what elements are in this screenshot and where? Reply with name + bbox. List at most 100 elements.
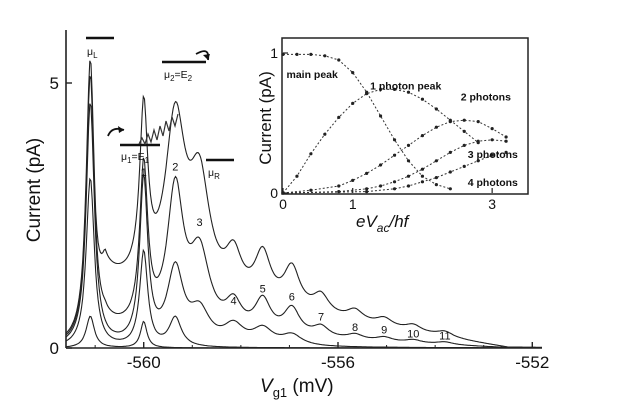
inset-data-point bbox=[392, 180, 397, 184]
arrow-into-dot-icon-head bbox=[118, 126, 124, 133]
inset-series-label: main peak bbox=[286, 69, 338, 81]
inset-data-point bbox=[309, 152, 313, 156]
inset-data-point bbox=[420, 167, 425, 171]
inset-x-tick-label: 3 bbox=[488, 196, 496, 212]
main-series-line-1 bbox=[65, 315, 542, 349]
main-y-tick-label: 0 bbox=[50, 339, 59, 358]
inset-data-point bbox=[337, 58, 341, 62]
inset-y-tick-label: 0 bbox=[270, 185, 278, 201]
inset-data-point bbox=[281, 52, 285, 57]
inset-data-point bbox=[365, 190, 369, 194]
main-y-tick-label: 5 bbox=[50, 74, 59, 93]
mu-L-label: μL bbox=[87, 46, 98, 60]
inset-data-point bbox=[351, 101, 355, 105]
main-x-tick-label: -560 bbox=[127, 353, 161, 372]
peak-label: 4 bbox=[231, 296, 237, 308]
inset-data-point bbox=[379, 163, 383, 167]
inset-data-point bbox=[365, 171, 369, 175]
inset-data-point bbox=[309, 52, 313, 57]
inset-x-title: eVac/hf bbox=[356, 212, 411, 235]
inset-y-title: Current (pA) bbox=[256, 71, 275, 165]
inset-data-point bbox=[462, 164, 466, 168]
inset-data-point bbox=[406, 90, 411, 94]
inset-data-point bbox=[462, 143, 466, 147]
inset-data-point bbox=[490, 138, 494, 142]
inset-data-point bbox=[504, 139, 508, 143]
inset-data-point bbox=[434, 125, 438, 129]
mu-2-label: μ2=E2 bbox=[164, 69, 193, 83]
main-x-tick-label: -556 bbox=[321, 353, 355, 372]
peak-label: 1 bbox=[141, 167, 147, 179]
inset-frame bbox=[281, 37, 529, 195]
inset-data-point bbox=[337, 184, 341, 188]
inset-series-group bbox=[281, 52, 508, 195]
inset-series-line-5 bbox=[282, 151, 507, 194]
peak-label: 11 bbox=[439, 331, 450, 343]
inset-data-point bbox=[365, 187, 369, 191]
inset-data-point bbox=[476, 159, 480, 163]
inset-series-label: 4 photons bbox=[468, 177, 518, 189]
inset-data-point bbox=[351, 178, 355, 182]
energy-schematic: μL μ1=E1 μ2=E2 μR bbox=[86, 36, 234, 181]
inset-data-point bbox=[420, 134, 425, 138]
inset-data-point bbox=[295, 174, 299, 178]
inset-data-point bbox=[448, 120, 452, 124]
inset-x-tick-label: 0 bbox=[279, 196, 287, 212]
main-series-line-4 bbox=[65, 75, 542, 349]
inset-data-point bbox=[420, 180, 425, 184]
inset-data-point bbox=[434, 176, 438, 180]
peak-label: 2 bbox=[172, 161, 178, 173]
peak-label: 6 bbox=[289, 291, 295, 303]
inset-data-point bbox=[504, 135, 508, 139]
inset-data-point bbox=[476, 120, 480, 124]
inset-data-point bbox=[406, 174, 411, 178]
inset-data-point bbox=[490, 127, 494, 131]
main-y-ticks: 05 bbox=[50, 74, 72, 358]
inset-data-point bbox=[392, 187, 397, 191]
inset-data-point bbox=[462, 118, 466, 122]
inset-data-point bbox=[365, 92, 369, 96]
inset-data-point bbox=[406, 143, 411, 147]
inset-data-point bbox=[462, 129, 466, 133]
inset-data-point bbox=[379, 114, 383, 118]
inset-data-point bbox=[351, 71, 355, 75]
inset-data-point bbox=[420, 97, 425, 101]
inset-data-point bbox=[392, 138, 397, 142]
peak-label: 9 bbox=[381, 325, 387, 337]
inset-x-ticks: 0 1 3 bbox=[279, 188, 496, 212]
inset-x-tick-label: 1 bbox=[349, 196, 357, 212]
main-series-group bbox=[65, 60, 542, 349]
main-series-line-5 bbox=[65, 60, 542, 348]
mu-1-label: μ1=E1 bbox=[121, 151, 150, 165]
inset-data-point bbox=[420, 174, 425, 178]
inset-data-point bbox=[490, 153, 494, 157]
inset-series-labels: main peak 1 photon peak 2 photons 3 photons… bbox=[286, 69, 518, 189]
inset-data-point bbox=[337, 115, 341, 119]
inset-data-point bbox=[392, 153, 397, 157]
inset-y-tick-label: 1 bbox=[270, 45, 278, 61]
inset-data-point bbox=[448, 170, 452, 174]
peak-label: 10 bbox=[407, 328, 419, 340]
inset-data-point bbox=[434, 107, 438, 111]
inset-data-point bbox=[434, 159, 438, 163]
inset-series-label: 3 photons bbox=[468, 149, 518, 161]
x-axis-title: Vg1 (mV) bbox=[260, 376, 334, 400]
main-x-ticks: -560 -556 -552 bbox=[94, 342, 549, 372]
main-x-tick-label: -552 bbox=[515, 353, 549, 372]
inset-data-point bbox=[379, 87, 383, 91]
y-axis-title: Current (pA) bbox=[24, 138, 45, 243]
inset-data-point bbox=[392, 87, 397, 91]
arrow-out-of-dot-icon-head bbox=[203, 54, 210, 60]
mu-R-label: μR bbox=[208, 167, 220, 181]
inset-data-point bbox=[379, 184, 383, 188]
inset-data-point bbox=[434, 183, 438, 187]
inset-data-point bbox=[323, 132, 327, 136]
inset-data-point bbox=[295, 52, 299, 57]
inset-data-point bbox=[448, 150, 452, 154]
peak-label: 8 bbox=[352, 322, 358, 334]
main-series-line-3 bbox=[65, 103, 542, 349]
